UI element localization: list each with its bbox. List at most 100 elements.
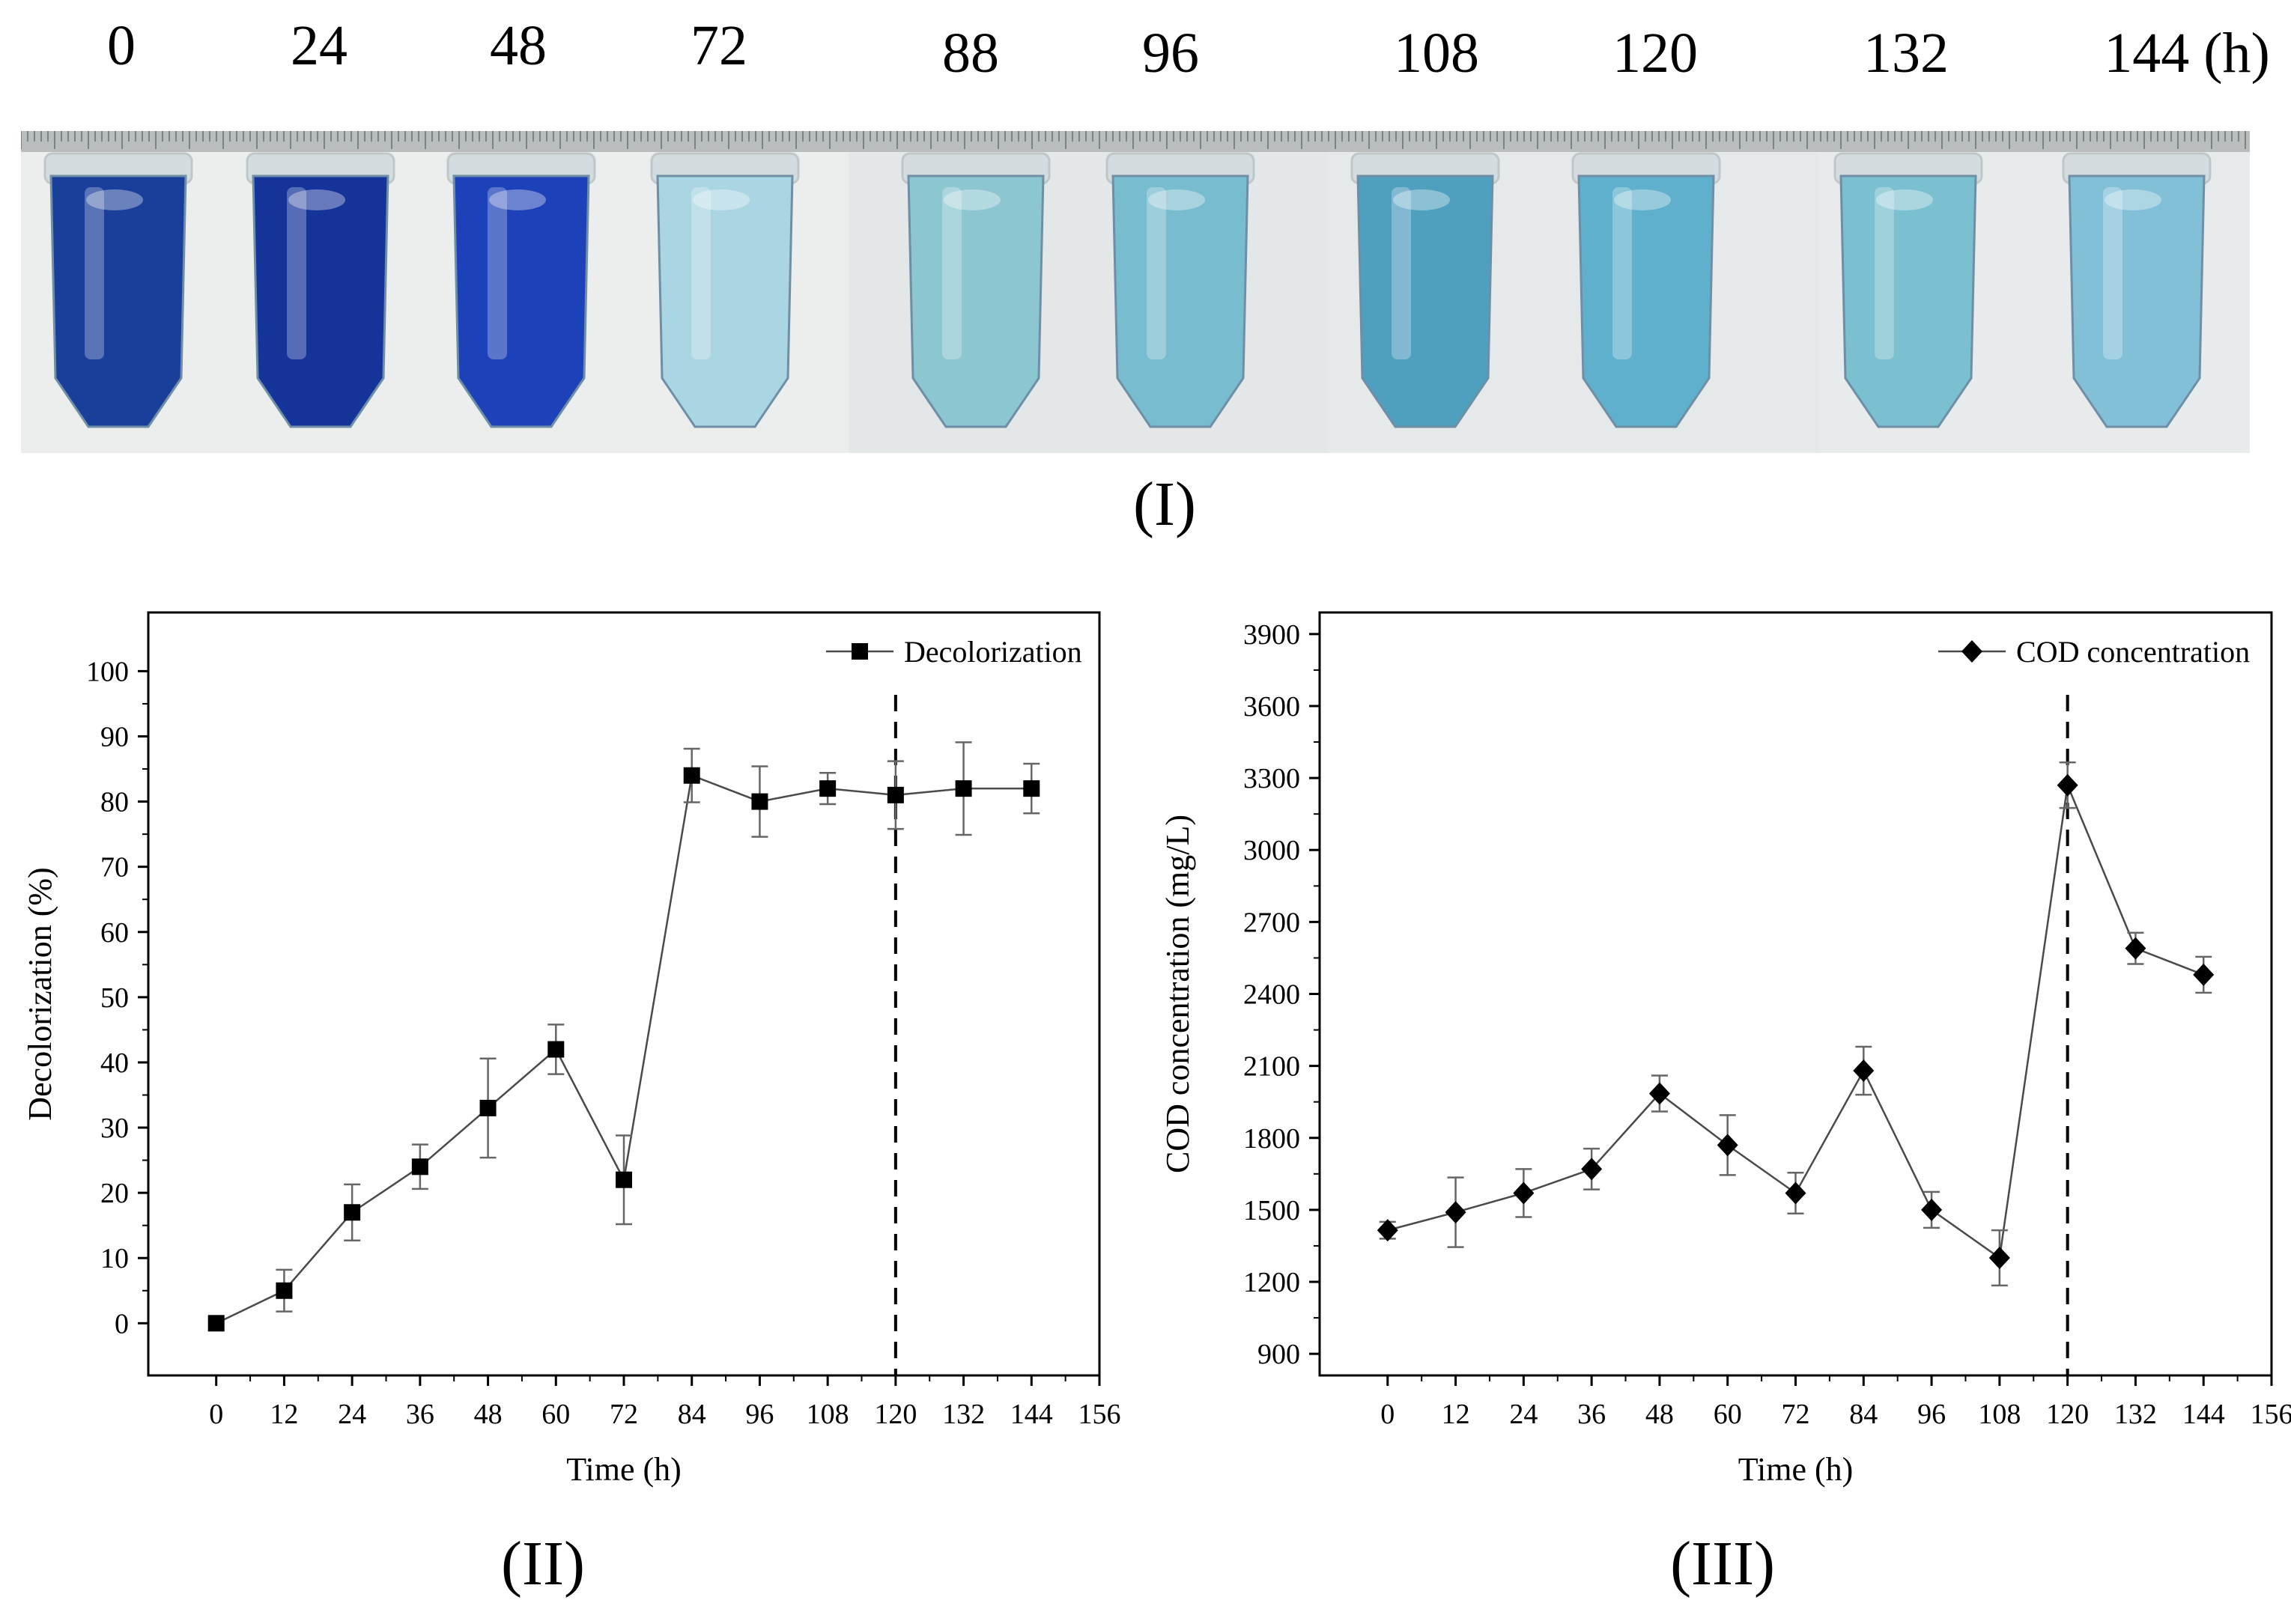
series-line: [216, 774, 1032, 1325]
y-tick-label: 70: [100, 852, 129, 884]
y-tick-label: 30: [100, 1113, 129, 1144]
y-tick-label: 60: [100, 917, 129, 949]
x-tick-label: 96: [1917, 1399, 1946, 1430]
y-tick-label: 3600: [1243, 691, 1300, 723]
time-label: 144 (h): [2104, 22, 2270, 85]
x-tick-label: 132: [942, 1399, 985, 1430]
y-tick-label: 80: [100, 787, 129, 818]
time-label: 88: [942, 22, 999, 85]
legend-label: Decolorization: [904, 635, 1082, 669]
x-tick-label: 132: [2114, 1399, 2157, 1430]
x-tick-label: 108: [807, 1399, 849, 1430]
data-point: [1445, 1201, 1466, 1224]
plot-frame: [147, 611, 1101, 1377]
decolorization-chart: 0 12 24 36 48 60 72 84 96 108 120 132 144 156 0 10 20 30 4…: [22, 611, 1121, 1488]
y-tick-label: 40: [100, 1047, 129, 1079]
x-tick-label: 120: [874, 1399, 917, 1430]
y-tick-label: 3000: [1243, 835, 1300, 866]
data-point: [1785, 1181, 1806, 1205]
time-label: 120: [1612, 22, 1698, 85]
panel-label-iii: (III): [1670, 1529, 1775, 1599]
y-axis-label: Decolorization (%): [22, 867, 58, 1120]
y-tick-label: 3300: [1243, 763, 1300, 794]
sample-tube: [43, 152, 193, 428]
panel-label-ii: (II): [501, 1529, 585, 1599]
y-tick-label: 2700: [1243, 907, 1300, 938]
x-tick-label: 0: [1380, 1399, 1395, 1430]
sample-tube: [1833, 152, 1983, 428]
y-tick-label: 3900: [1243, 619, 1300, 651]
y-tick-label: 10: [100, 1243, 129, 1274]
x-tick-label: 108: [1978, 1399, 2021, 1430]
y-tick-label: 20: [100, 1178, 129, 1209]
data-point: [1581, 1158, 1603, 1181]
time-label: 132: [1863, 22, 1949, 85]
x-tick-label: 0: [209, 1399, 223, 1430]
y-tick-label: 1500: [1243, 1195, 1300, 1226]
data-point: [751, 793, 768, 810]
x-tick-label: 156: [1078, 1399, 1121, 1430]
y-tick-label: 1800: [1243, 1123, 1300, 1155]
data-point: [344, 1204, 361, 1221]
data-point: [411, 1158, 428, 1176]
y-tick-label: 2100: [1243, 1051, 1300, 1083]
time-label: 24: [291, 14, 348, 77]
cod-concentration-chart: 0 12 24 36 48 60 72 84 96 108 120 132 144 156 900 1200 1…: [1159, 611, 2291, 1488]
data-point: [1853, 1059, 1875, 1083]
panel-label-i: (I): [1133, 469, 1196, 539]
tube-photo-strip: [21, 131, 2250, 453]
x-tick-label: 84: [1849, 1399, 1878, 1430]
time-label: 72: [691, 14, 747, 77]
x-tick-label: 72: [1782, 1399, 1810, 1430]
x-tick-label: 24: [338, 1399, 366, 1430]
y-tick-label: 90: [100, 721, 129, 752]
data-point: [955, 780, 972, 797]
data-point: [1513, 1181, 1535, 1205]
data-point: [2057, 773, 2078, 797]
legend: COD concentration: [1938, 635, 2250, 669]
x-tick-label: 12: [270, 1399, 298, 1430]
sample-tube: [446, 152, 596, 428]
x-tick-label: 72: [610, 1399, 638, 1430]
x-axis-label: Time (h): [1738, 1451, 1854, 1488]
x-tick-label: 84: [678, 1399, 706, 1430]
data-point: [207, 1315, 225, 1332]
x-tick-label: 120: [2046, 1399, 2089, 1430]
data-point: [1023, 780, 1040, 797]
data-point: [2125, 937, 2146, 960]
x-tick-label: 36: [1577, 1399, 1606, 1430]
data-point: [1921, 1198, 1943, 1221]
sample-tube: [650, 152, 800, 428]
x-tick-label: 60: [541, 1399, 570, 1430]
data-point: [1648, 1082, 1670, 1105]
sample-tube: [901, 152, 1051, 428]
data-point: [1988, 1246, 2010, 1269]
y-axis-label: COD concentration (mg/L): [1159, 815, 1196, 1173]
x-tick-label: 36: [406, 1399, 434, 1430]
x-tick-label: 12: [1442, 1399, 1470, 1430]
data-point: [887, 786, 904, 803]
sample-tube: [246, 152, 395, 428]
data-point: [276, 1282, 293, 1299]
legend: Decolorization: [826, 635, 1082, 669]
plot-frame: [1318, 611, 2273, 1377]
sample-tube: [1571, 152, 1721, 428]
x-tick-label: 24: [1509, 1399, 1538, 1430]
time-label: 96: [1142, 22, 1199, 85]
data-point: [819, 780, 837, 797]
data-point: [1717, 1134, 1738, 1157]
legend-label: COD concentration: [2016, 635, 2250, 669]
time-label: 108: [1394, 22, 1479, 85]
y-tick-label: 900: [1257, 1339, 1300, 1370]
data-point: [2193, 963, 2215, 986]
sample-tube: [1105, 152, 1255, 428]
y-tick-label: 50: [100, 982, 129, 1014]
x-tick-label: 60: [1714, 1399, 1742, 1430]
x-tick-label: 96: [745, 1399, 774, 1430]
x-axis-label: Time (h): [566, 1451, 682, 1488]
data-point: [616, 1171, 632, 1188]
y-tick-label: 1200: [1243, 1267, 1300, 1298]
data-point: [479, 1099, 497, 1116]
sample-tube: [1350, 152, 1500, 428]
data-point: [547, 1041, 565, 1058]
